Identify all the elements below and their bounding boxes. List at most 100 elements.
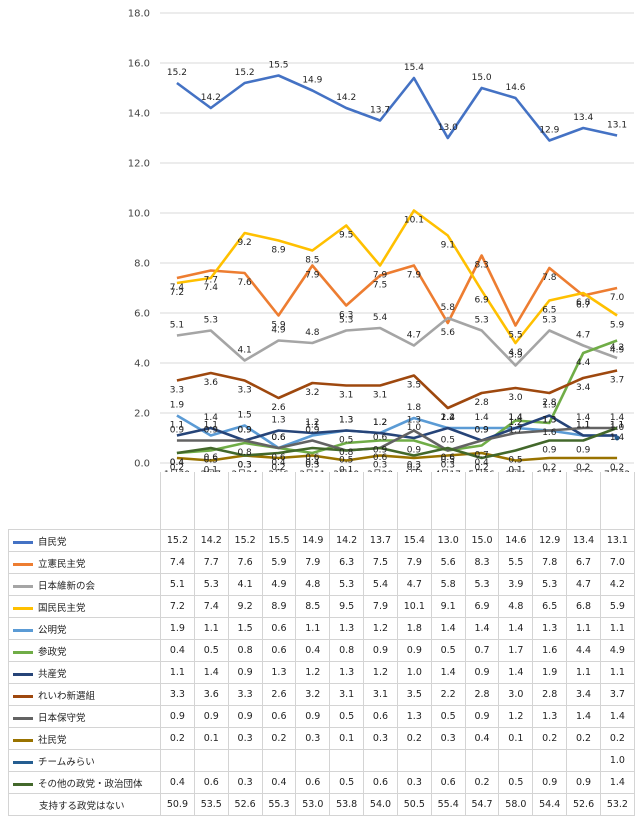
table-cell: 0.2 xyxy=(599,727,635,750)
table-cell: 4.8 xyxy=(295,573,331,596)
legend-swatch xyxy=(13,672,33,676)
data-label: 0.2 xyxy=(271,463,285,472)
data-label: 0.8 xyxy=(339,448,354,458)
table-cell: 0.4 xyxy=(295,639,331,662)
data-label: 1.1 xyxy=(576,421,590,431)
table-cell: 1.4 xyxy=(498,661,534,684)
series-point xyxy=(614,435,620,441)
table-cell: 0.6 xyxy=(261,705,297,728)
table-row: 支持する政党はない 50.9 53.5 52.6 55.3 53.0 53.8 54.0 50.… xyxy=(8,793,635,816)
data-label: 0.9 xyxy=(237,426,252,436)
data-label: 1.4 xyxy=(204,413,219,423)
table-cell: 1.1 xyxy=(599,617,635,640)
table-row: 日本保守党 0.9 0.9 0.9 0.6 0.9 0.5 0.6 1.3 0.5 0.9 1.2 1.… xyxy=(8,705,635,728)
data-label: 0.2 xyxy=(407,463,421,472)
table-header-cell xyxy=(363,472,398,530)
category-label: 3月11 xyxy=(299,469,325,472)
data-label: 0.2 xyxy=(576,463,590,472)
data-label: 3.4 xyxy=(576,383,591,393)
legend-label: 日本保守党 xyxy=(38,712,86,724)
table-cell: 0.3 xyxy=(227,727,263,750)
data-label: 0.9 xyxy=(576,446,591,456)
table-cell: 8.3 xyxy=(464,551,500,574)
data-label: 7.4 xyxy=(204,283,219,293)
legend-swatch xyxy=(13,584,33,588)
data-label: 4.2 xyxy=(610,343,624,353)
table-cell: 0.6 xyxy=(430,771,466,794)
data-label: 3.7 xyxy=(610,376,624,386)
table-cell: 4.4 xyxy=(566,639,601,662)
data-label: 0.5 xyxy=(441,456,455,466)
data-label: 14.2 xyxy=(336,93,356,103)
legend-entry: れいわ新選組 xyxy=(8,683,161,706)
table-row: 国民民主党 7.2 7.4 9.2 8.9 8.5 9.5 7.9 10.1 9.1 6.9 4.8 6… xyxy=(8,595,635,618)
table-cell: 14.9 xyxy=(295,529,331,552)
data-label: 4.9 xyxy=(271,326,286,336)
table-cell: 52.6 xyxy=(566,793,601,816)
y-tick-label: 14.0 xyxy=(128,109,150,120)
table-cell xyxy=(498,749,534,772)
data-label: 12.9 xyxy=(539,126,559,136)
legend-label: 共産党 xyxy=(38,668,67,680)
legend-swatch xyxy=(13,540,33,544)
data-label: 1.3 xyxy=(339,416,353,426)
table-header-cell xyxy=(261,472,297,530)
legend-label: 自民党 xyxy=(38,536,67,548)
data-label: 3.6 xyxy=(204,378,219,388)
data-label: 14.9 xyxy=(302,76,322,86)
table-cell xyxy=(295,749,331,772)
legend-entry: 日本保守党 xyxy=(8,705,161,728)
data-label: 0.2 xyxy=(542,463,556,472)
table-cell: 1.3 xyxy=(532,705,568,728)
data-label: 0.6 xyxy=(373,433,388,443)
data-label: 0.9 xyxy=(474,426,489,436)
data-label: 1.4 xyxy=(610,433,625,443)
data-label: 8.9 xyxy=(271,246,286,256)
legend-swatch xyxy=(13,782,33,786)
table-cell: 0.9 xyxy=(464,705,500,728)
table-cell xyxy=(430,749,466,772)
table-cell: 0.9 xyxy=(566,771,601,794)
data-label: 3.1 xyxy=(373,391,387,401)
table-cell: 6.7 xyxy=(566,551,601,574)
table-cell: 0.4 xyxy=(464,727,500,750)
data-label: 0.4 xyxy=(271,458,286,468)
data-label: 1.3 xyxy=(271,416,285,426)
table-cell: 7.9 xyxy=(396,551,432,574)
table-cell xyxy=(193,749,229,772)
table-cell: 0.8 xyxy=(329,639,365,662)
table-cell: 6.8 xyxy=(566,595,601,618)
legend-label: れいわ新選組 xyxy=(38,690,96,702)
legend-label: 参政党 xyxy=(38,646,67,658)
data-label: 1.0 xyxy=(407,423,422,433)
table-cell xyxy=(532,749,568,772)
data-label: 4.7 xyxy=(407,331,421,341)
data-label: 0.6 xyxy=(271,433,286,443)
data-label: 1.7 xyxy=(508,426,522,436)
data-label: 15.4 xyxy=(404,63,424,73)
data-label: 1.3 xyxy=(339,416,353,426)
table-cell: 54.4 xyxy=(532,793,568,816)
table-cell: 0.5 xyxy=(193,639,229,662)
y-tick-label: 10.0 xyxy=(128,209,150,220)
table-header-cell xyxy=(396,472,432,530)
table-cell: 7.4 xyxy=(160,551,195,574)
category-label: 2月24 xyxy=(232,469,258,472)
y-tick-label: 8.0 xyxy=(134,259,150,270)
table-cell: 1.0 xyxy=(599,749,635,772)
data-label: 1.2 xyxy=(373,418,387,428)
data-label: 1.1 xyxy=(576,421,590,431)
table-cell: 5.6 xyxy=(430,551,466,574)
table-cell: 15.2 xyxy=(227,529,263,552)
table-cell: 6.3 xyxy=(329,551,365,574)
data-label: 15.5 xyxy=(268,61,288,71)
table-cell: 1.5 xyxy=(227,617,263,640)
data-label: 10.1 xyxy=(404,216,424,226)
data-label: 5.3 xyxy=(339,316,353,326)
data-label: 0.5 xyxy=(339,436,353,446)
table-cell: 14.6 xyxy=(498,529,534,552)
legend-entry: 共産党 xyxy=(8,661,161,684)
table-cell: 1.4 xyxy=(498,617,534,640)
legend-entry: 立憲民主党 xyxy=(8,551,161,574)
table-cell: 0.9 xyxy=(295,705,331,728)
